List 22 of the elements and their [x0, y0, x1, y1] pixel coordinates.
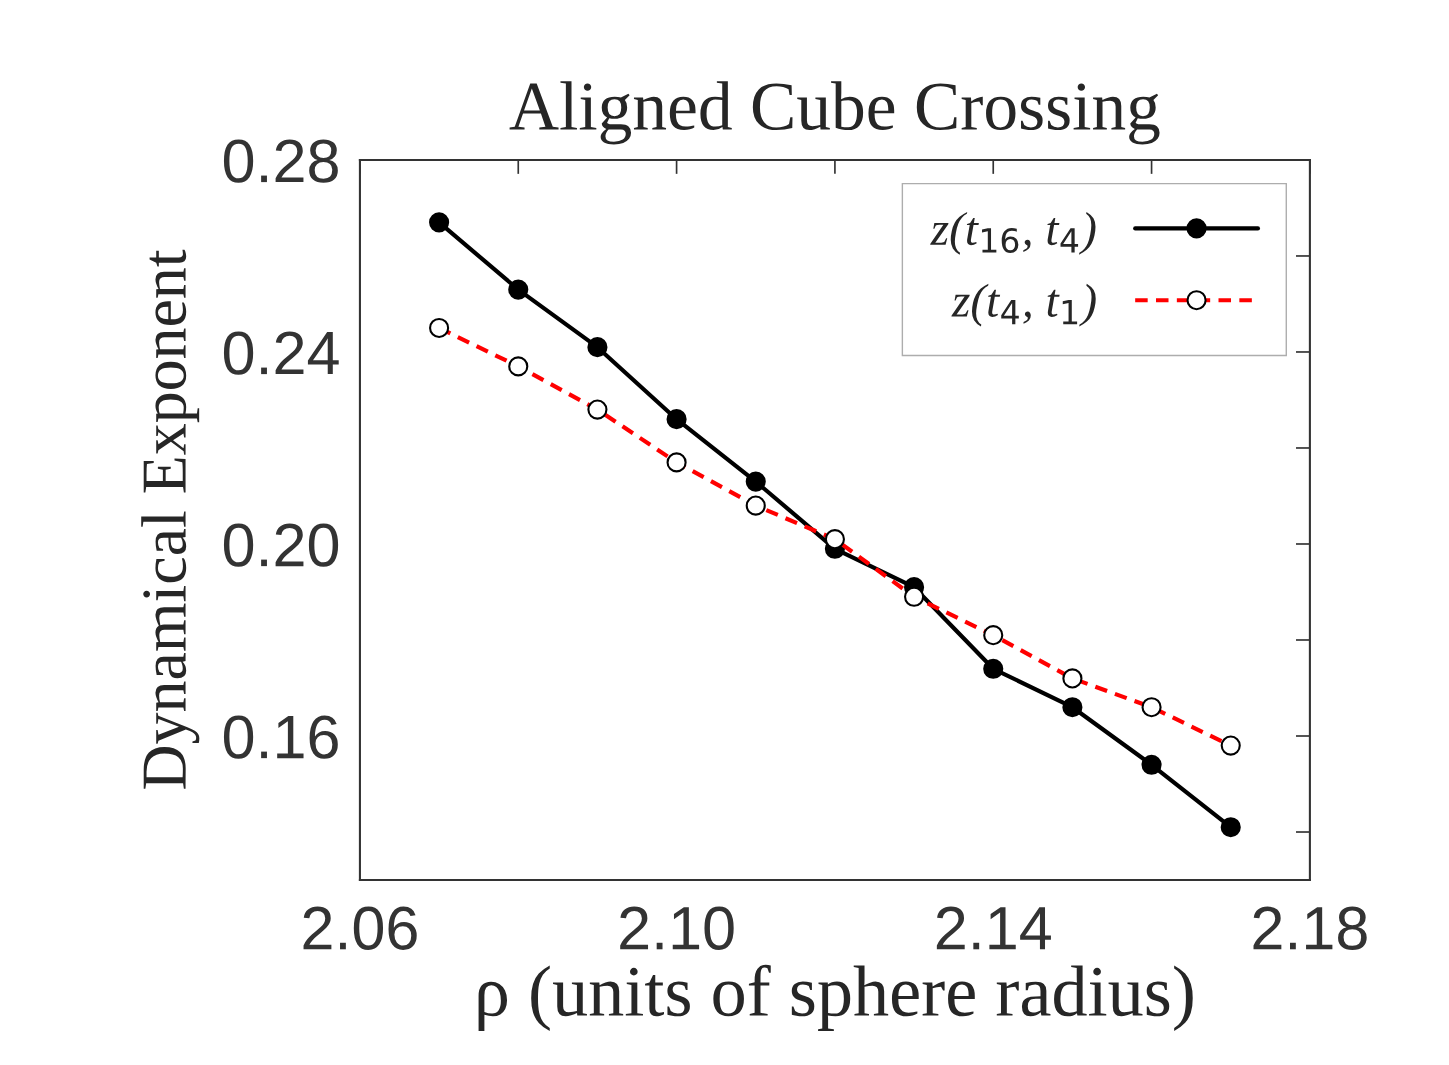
- point: [429, 212, 450, 233]
- chart-title: Aligned Cube Crossing: [509, 81, 1160, 145]
- y-tick-label: 0.24: [223, 331, 339, 375]
- point: [587, 337, 608, 358]
- x-tick-label: 2.14: [936, 906, 1051, 950]
- x-tick-label: 2.06: [303, 906, 417, 950]
- point: [1062, 697, 1083, 718]
- legend-label: z(t$_{16}$, t$_{4}$): [930, 211, 1096, 255]
- point: [1220, 817, 1241, 838]
- point: [1141, 754, 1162, 775]
- point: [983, 658, 1004, 679]
- point: [745, 471, 766, 492]
- y-tick-label: 0.20: [223, 523, 339, 567]
- x-tick-label: 2.18: [1253, 906, 1367, 950]
- point: [666, 409, 687, 430]
- x-axis-title: ρ (units of sphere radius): [478, 964, 1193, 1031]
- y-tick-label: 0.28: [223, 139, 338, 183]
- y-axis-title: Dynamical Exponent: [141, 249, 200, 789]
- legend-label: z(t$_{4}$, t$_{1}$): [951, 283, 1096, 327]
- x-tick-label: 2.10: [620, 906, 734, 950]
- point: [508, 279, 529, 300]
- y-tick-label: 0.16: [223, 715, 338, 759]
